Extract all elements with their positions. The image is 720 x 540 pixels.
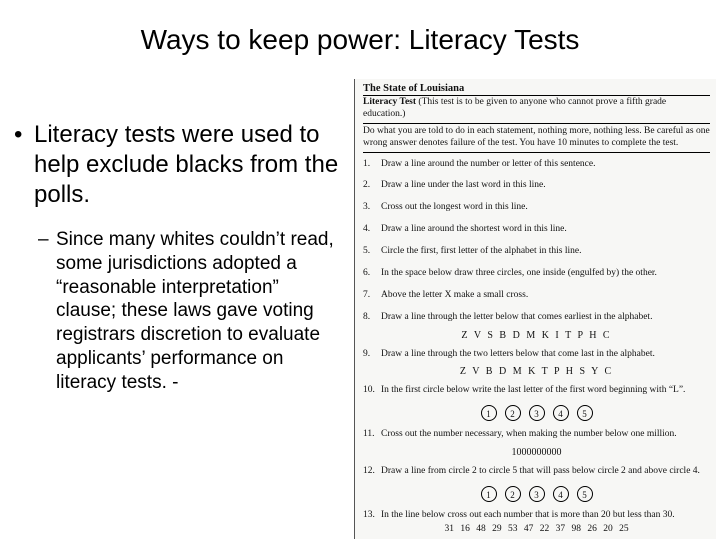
q8: 8.Draw a line through the letter below t… [363, 312, 710, 324]
q4: 4.Draw a line around the shortest word i… [363, 224, 710, 236]
left-column: • Literacy tests were used to help exclu… [14, 120, 344, 394]
sub-bullet: – Since many whites couldn’t read, some … [38, 228, 344, 394]
doc-subtitle: Literacy Test (This test is to be given … [363, 97, 710, 124]
doc-subtitle-bold: Literacy Test [363, 97, 416, 107]
million-number: 1000000000 [363, 447, 710, 458]
q2: 2.Draw a line under the last word in thi… [363, 180, 710, 192]
main-bullet-text: Literacy tests were used to help exclude… [34, 120, 344, 210]
q11: 11.Cross out the number necessary, when … [363, 429, 710, 441]
main-bullet: • Literacy tests were used to help exclu… [14, 120, 344, 210]
q12: 12.Draw a line from circle 2 to circle 5… [363, 466, 710, 478]
sub-bullet-text: Since many whites couldn’t read, some ju… [56, 228, 344, 394]
q13: 13.In the line below cross out each numb… [363, 510, 710, 522]
bullet-dot: • [14, 120, 34, 210]
q5: 5.Circle the first, first letter of the … [363, 246, 710, 258]
slide-title: Ways to keep power: Literacy Tests [0, 24, 720, 56]
q7: 7.Above the letter X make a small cross. [363, 290, 710, 302]
q6: 6.In the space below draw three circles,… [363, 268, 710, 280]
q3: 3.Cross out the longest word in this lin… [363, 202, 710, 214]
doc-instructions: Do what you are told to do in each state… [363, 126, 710, 153]
q9: 9.Draw a line through the two letters be… [363, 349, 710, 361]
literacy-test-document: The State of Louisiana Literacy Test (Th… [354, 79, 716, 539]
circles-row-1: 12345 [363, 405, 710, 421]
circles-row-2: 12345 [363, 486, 710, 502]
bullet-dash: – [38, 228, 56, 394]
doc-state: The State of Louisiana [363, 83, 710, 96]
letters-9: Z V B D M K T P H S Y C [363, 366, 710, 377]
number-row: 31 16 48 29 53 47 22 37 98 26 20 25 [363, 524, 710, 534]
q10: 10.In the first circle below write the l… [363, 385, 710, 397]
letters-8: Z V S B D M K I T P H C [363, 330, 710, 341]
q1: 1.Draw a line around the number or lette… [363, 159, 710, 171]
